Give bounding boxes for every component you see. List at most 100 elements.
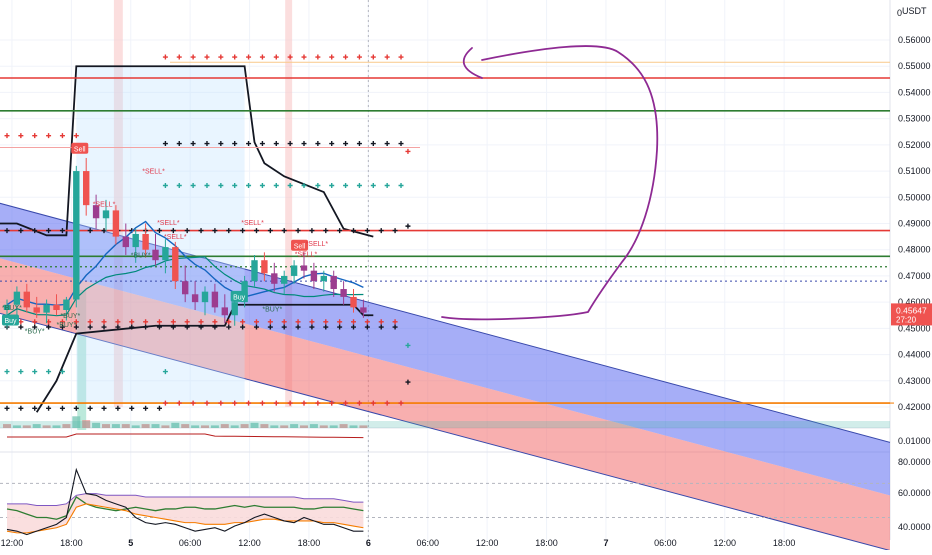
cross-marker <box>226 319 232 325</box>
cross-marker <box>253 319 259 325</box>
volume-bar <box>52 425 61 428</box>
candle-body <box>191 294 199 303</box>
cross-marker <box>176 400 182 406</box>
cross-marker <box>46 369 52 375</box>
cross-marker <box>356 141 362 147</box>
cross-marker <box>405 379 411 385</box>
price-tick-label: 0.42000 <box>898 402 931 412</box>
candle-body <box>172 247 179 282</box>
signal-text: *SELL* <box>157 220 180 227</box>
cross-marker <box>267 319 273 325</box>
cross-marker <box>309 228 315 234</box>
signal-badge <box>1 314 19 326</box>
cross-marker <box>232 54 238 60</box>
cross-marker <box>218 400 224 406</box>
cross-marker <box>315 400 321 406</box>
cross-marker <box>232 400 238 406</box>
cross-marker <box>204 141 210 147</box>
cross-marker <box>370 141 376 147</box>
volume-bar <box>42 425 51 428</box>
volume-bar <box>329 425 338 428</box>
cross-marker <box>218 54 224 60</box>
candle-body <box>320 275 327 282</box>
volume-bar <box>300 425 308 428</box>
signal-labels: Sell Sell Buy Buy *SELL* *SELL* *SELL* *SELL* *S… <box>1 142 329 336</box>
cross-marker <box>259 54 265 60</box>
cross-marker <box>295 228 301 234</box>
candle-body <box>132 233 139 248</box>
volume-bar <box>131 425 140 428</box>
cross-marker <box>212 228 218 234</box>
cross-marker <box>204 54 210 60</box>
candle-body <box>43 304 50 313</box>
signal-badge-text: Buy <box>4 318 17 325</box>
volume-bar <box>161 425 170 428</box>
cross-marker <box>46 228 52 234</box>
cross-marker <box>405 223 411 229</box>
candle-body <box>142 233 149 250</box>
signal-text: *SELL* <box>306 241 329 248</box>
signal-badge <box>71 142 89 154</box>
time-tick-label: 6 <box>366 538 371 548</box>
price-tick-label: 0.43000 <box>898 376 931 386</box>
cross-marker <box>370 182 376 188</box>
oscillator-line-c <box>6 503 364 534</box>
signal-text: *BUY* <box>25 329 45 336</box>
cross-marker <box>143 405 149 411</box>
candle-body <box>350 296 357 308</box>
price-tick-label: 0.46000 <box>898 297 931 307</box>
cross-marker <box>301 182 307 188</box>
candle-body <box>33 307 40 313</box>
signal-text: *BUY* <box>262 306 282 313</box>
current-price-value: 0.45647 <box>896 305 927 315</box>
cross-marker <box>156 405 162 411</box>
cross-marker <box>259 182 265 188</box>
cross-marker <box>18 319 24 325</box>
candle-body <box>281 275 288 284</box>
volume-bar <box>230 425 239 428</box>
candle-body <box>201 291 209 303</box>
cross-marker <box>190 54 196 60</box>
cross-marker <box>384 54 390 60</box>
candle-body <box>271 273 278 284</box>
cross-marker <box>176 182 182 188</box>
cross-marker <box>176 54 182 60</box>
cross-marker <box>59 319 65 325</box>
candle-body <box>162 247 169 261</box>
candle-body <box>251 260 258 282</box>
price-tick-label: 0.55000 <box>898 61 931 71</box>
cross-marker <box>18 228 24 234</box>
current-price-tag <box>891 303 932 326</box>
volume-bar <box>151 424 160 428</box>
cross-marker <box>32 369 38 375</box>
price-tick-label: 0.52000 <box>898 140 931 150</box>
cross-marker <box>398 400 404 406</box>
volume-pane <box>0 416 890 439</box>
oscillator-line-b <box>6 467 364 536</box>
cross-marker <box>162 400 168 406</box>
volume-bar <box>250 422 259 428</box>
cross-marker <box>343 141 349 147</box>
cross-marker <box>198 319 204 325</box>
cross-marker <box>281 228 287 234</box>
time-tick-label: 7 <box>603 538 608 548</box>
volume-bar <box>260 424 269 428</box>
cross-marker <box>115 324 121 330</box>
cross-marker <box>162 141 168 147</box>
cross-marker <box>295 324 301 330</box>
cross-marker <box>129 319 135 325</box>
signal-text: *BUY* <box>56 322 76 329</box>
highlight-column <box>77 290 87 430</box>
cross-marker <box>329 141 335 147</box>
signal-badge-text: Sell <box>74 146 86 153</box>
volume-bar <box>220 424 229 428</box>
cross-marker <box>170 228 176 234</box>
candle-body <box>310 270 318 282</box>
cross-marker <box>337 324 343 330</box>
cross-marker <box>281 324 287 330</box>
time-tick-label: 12:00 <box>713 538 736 548</box>
volume-bar <box>201 425 209 428</box>
cross-marker <box>198 228 204 234</box>
